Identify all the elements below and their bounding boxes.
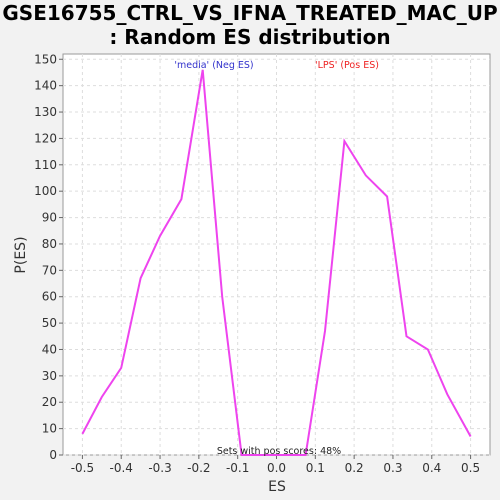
y-tick-label: 90 — [42, 211, 57, 225]
y-tick-label: 80 — [42, 237, 57, 251]
pos-score-note: Sets with pos scores: 48% — [217, 446, 341, 457]
y-tick-label: 110 — [34, 158, 57, 172]
x-tick-label: 0.3 — [383, 461, 402, 475]
x-tick-label: 0.4 — [422, 461, 441, 475]
x-tick-label: 0.1 — [306, 461, 325, 475]
x-tick-label: -0.2 — [187, 461, 210, 475]
x-tick-label: 0.2 — [345, 461, 364, 475]
y-tick-label: 130 — [34, 105, 57, 119]
y-tick-label: 150 — [34, 52, 57, 66]
y-tick-label: 10 — [42, 422, 57, 436]
y-tick-label: 100 — [34, 184, 57, 198]
x-tick-label: 0.5 — [461, 461, 480, 475]
x-axis-ticks: -0.5 -0.4 -0.3 -0.2 -0.1 0.0 0.1 0.2 0.3 0.4 0.5 — [71, 455, 480, 475]
pos-es-label: 'LPS' (Pos ES) — [315, 60, 379, 71]
y-axis-label: P(ES) — [13, 236, 29, 273]
x-tick-label: -0.1 — [226, 461, 249, 475]
chart-title-line2: : Random ES distribution — [109, 25, 390, 49]
es-distribution-line — [81, 69, 472, 456]
neg-es-label: 'media' (Neg ES) — [174, 60, 253, 71]
x-tick-label: -0.4 — [110, 461, 133, 475]
x-axis-label: ES — [268, 479, 286, 495]
y-tick-label: 70 — [42, 263, 57, 277]
y-tick-label: 50 — [42, 316, 57, 330]
y-tick-label: 60 — [42, 290, 57, 304]
y-tick-label: 0 — [49, 448, 57, 462]
y-tick-label: 40 — [42, 342, 57, 356]
y-tick-label: 120 — [34, 131, 57, 145]
y-tick-label: 140 — [34, 79, 57, 93]
x-tick-label: -0.5 — [71, 461, 94, 475]
y-tick-label: 30 — [42, 369, 57, 383]
y-axis-ticks: 0 10 20 30 40 50 60 70 80 90 100 110 120 130 140 150 — [34, 52, 63, 462]
grid-lines — [63, 54, 490, 456]
x-tick-label: -0.3 — [148, 461, 171, 475]
y-tick-label: 20 — [42, 395, 57, 409]
x-tick-label: 0.0 — [267, 461, 286, 475]
chart-title-line1: GSE16755_CTRL_VS_IFNA_TREATED_MAC_UP — [2, 1, 497, 25]
